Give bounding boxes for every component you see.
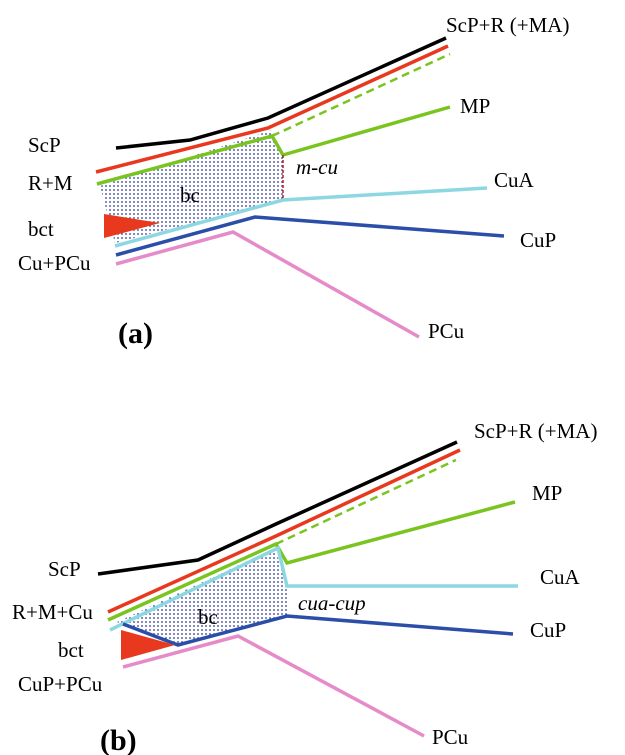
cua-vein (109, 545, 518, 632)
label-pcu: PCu (428, 319, 465, 343)
cup-vein (115, 215, 505, 257)
label-cup: CuP (530, 618, 566, 642)
label-cua: CuA (494, 168, 535, 192)
bct-triangle (121, 630, 175, 660)
label-bc: bc (198, 605, 218, 629)
label-bc: bc (180, 183, 200, 207)
mp-vein (107, 500, 516, 622)
panel-label-a: (a) (118, 317, 153, 350)
pcu-vein (115, 230, 420, 339)
label-mp: MP (532, 481, 562, 505)
label-scp: ScP (28, 133, 61, 157)
bct-triangle (104, 214, 160, 238)
r-vein (95, 44, 449, 174)
label-m-cu: m-cu (296, 155, 338, 179)
label-cua-cup: cua-cup (298, 591, 366, 615)
label-cup: CuP (520, 228, 556, 252)
label-mp: MP (460, 94, 490, 118)
label-r-m-cu: R+M+Cu (12, 600, 93, 624)
r-vein (107, 448, 461, 614)
panel-b: ScP+R (+MA) MP ScP CuA R+M+Cu cua-cup bc… (12, 419, 597, 755)
label-scp: ScP (48, 557, 81, 581)
panel-label-b: (b) (100, 724, 137, 755)
scp-vein (115, 36, 447, 150)
scp-vein (97, 440, 458, 576)
cua-vein (114, 186, 488, 248)
cup-vein (122, 614, 514, 647)
panel-a: ScP+R (+MA) MP ScP R+M m-cu bc CuA bct C… (18, 13, 569, 350)
ma-dashed-vein (275, 458, 457, 546)
label-bct: bct (28, 217, 54, 241)
label-pcu: PCu (432, 725, 469, 749)
mp-vein (96, 105, 451, 186)
basal-cell-bc-area (100, 130, 283, 243)
ma-dashed-vein (271, 52, 451, 138)
label-scp-r-ma: ScP+R (+MA) (446, 13, 569, 37)
label-cup-pcu: CuP+PCu (18, 672, 103, 696)
label-r-m: R+M (28, 171, 73, 195)
label-scp-r-ma: ScP+R (+MA) (474, 419, 597, 443)
pcu-vein (122, 634, 425, 738)
label-cu-pcu: Cu+PCu (18, 251, 91, 275)
label-bct: bct (58, 638, 84, 662)
basal-cell-bc-area (117, 548, 287, 645)
label-cua: CuA (540, 565, 581, 589)
